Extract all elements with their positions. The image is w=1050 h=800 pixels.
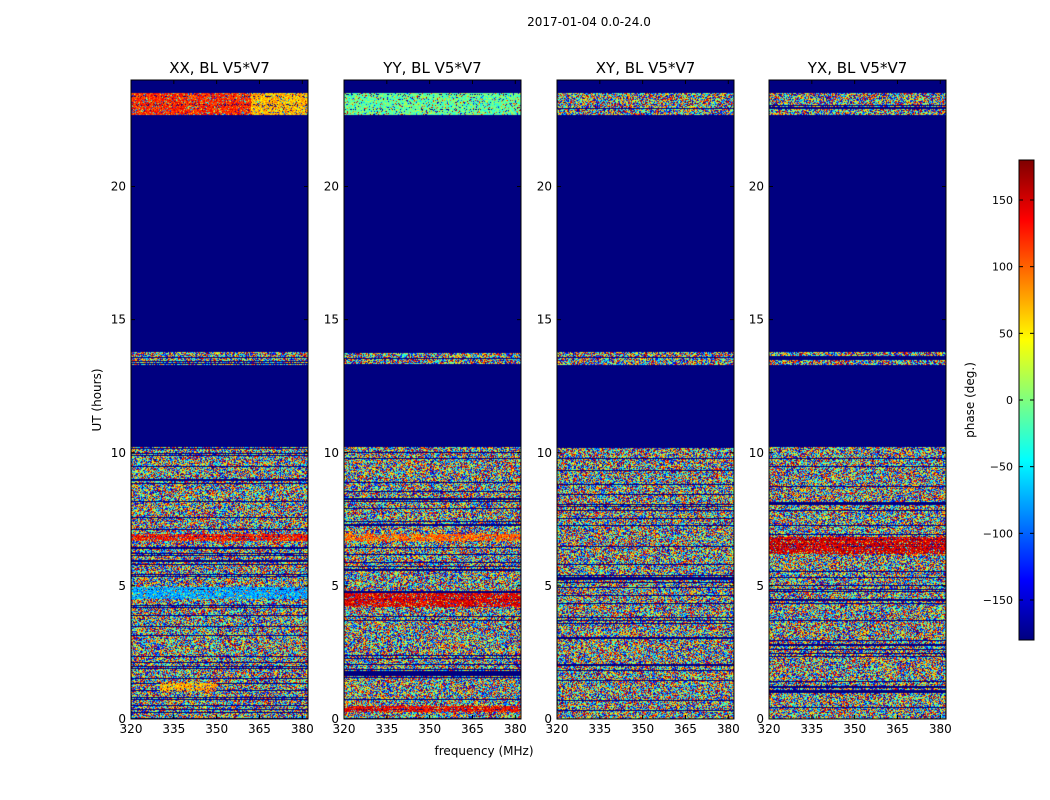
panel-title: YY, BL V5*V7 <box>382 59 481 77</box>
y-tick-label: 20 <box>111 180 126 194</box>
panel-frame <box>556 79 735 720</box>
x-tick-label: 320 <box>546 722 569 736</box>
panel-frame <box>130 79 309 720</box>
x-tick-label: 335 <box>162 722 185 736</box>
heatmap-image <box>769 80 946 719</box>
panel-2: YY, BL V5*V7 320 335 350 365 380 0 5 10 15 20 <box>324 59 527 736</box>
heatmap-image <box>344 80 521 719</box>
panel-4: YX, BL V5*V7 320 335 350 365 380 0 5 10 15 20 <box>749 59 952 736</box>
panel-title: XX, BL V5*V7 <box>169 59 270 77</box>
colorbar-tick-label: 150 <box>992 194 1013 207</box>
y-tick-label: 10 <box>537 446 552 460</box>
x-tick-label: 380 <box>717 722 740 736</box>
x-tick-label: 380 <box>929 722 952 736</box>
panel-title: XY, BL V5*V7 <box>596 59 696 77</box>
y-tick-label: 20 <box>324 180 339 194</box>
x-tick-label: 320 <box>333 722 356 736</box>
colorbar-tick-label: −50 <box>990 461 1013 474</box>
y-tick-label: 15 <box>537 313 552 327</box>
y-tick-label: 5 <box>756 579 764 593</box>
x-tick-label: 380 <box>291 722 314 736</box>
x-tick-label: 350 <box>205 722 228 736</box>
y-tick-label: 20 <box>749 180 764 194</box>
panel-frame <box>768 79 947 720</box>
y-tick-label: 15 <box>749 313 764 327</box>
y-tick-label: 5 <box>118 579 126 593</box>
x-tick-label: 350 <box>843 722 866 736</box>
colorbar: −150 −100 −50 0 50 100 150 <box>983 159 1035 641</box>
x-tick-label: 350 <box>631 722 654 736</box>
y-tick-label: 15 <box>111 313 126 327</box>
colorbar-tick-label: 0 <box>1006 394 1013 407</box>
x-tick-label: 380 <box>504 722 527 736</box>
x-axis-label: frequency (MHz) <box>434 744 533 758</box>
colorbar-tick-label: 100 <box>992 261 1013 274</box>
y-tick-label: 0 <box>756 712 764 726</box>
x-tick-label: 365 <box>461 722 484 736</box>
y-axis-label: UT (hours) <box>90 368 104 431</box>
panel-frame <box>343 79 522 720</box>
x-tick-label: 320 <box>120 722 143 736</box>
panel-title: YX, BL V5*V7 <box>807 59 908 77</box>
heatmap-image <box>131 80 308 719</box>
panel-3: XY, BL V5*V7 320 335 350 365 380 0 5 10 15 20 <box>537 59 740 736</box>
x-tick-label: 335 <box>375 722 398 736</box>
heatmap-image <box>557 80 734 719</box>
y-tick-label: 5 <box>331 579 339 593</box>
y-tick-label: 10 <box>324 446 339 460</box>
x-tick-label: 350 <box>418 722 441 736</box>
y-tick-label: 0 <box>118 712 126 726</box>
y-tick-label: 10 <box>111 446 126 460</box>
colorbar-tick-label: −100 <box>983 527 1013 540</box>
x-tick-label: 335 <box>588 722 611 736</box>
y-tick-label: 10 <box>749 446 764 460</box>
colorbar-label: phase (deg.) <box>963 362 977 438</box>
colorbar-tick-label: 50 <box>999 327 1013 340</box>
y-tick-label: 5 <box>544 579 552 593</box>
y-tick-label: 0 <box>331 712 339 726</box>
x-tick-label: 320 <box>758 722 781 736</box>
colorbar-tick-label: −150 <box>983 594 1013 607</box>
x-tick-label: 335 <box>800 722 823 736</box>
x-tick-label: 365 <box>674 722 697 736</box>
y-tick-label: 15 <box>324 313 339 327</box>
x-tick-label: 365 <box>248 722 271 736</box>
figure-title: 2017-01-04 0.0-24.0 <box>527 15 651 29</box>
x-tick-label: 365 <box>886 722 909 736</box>
panel-1: XX, BL V5*V7 320 335 350 365 380 0 5 10 15 20 <box>111 59 314 736</box>
y-tick-label: 20 <box>537 180 552 194</box>
y-tick-label: 0 <box>544 712 552 726</box>
